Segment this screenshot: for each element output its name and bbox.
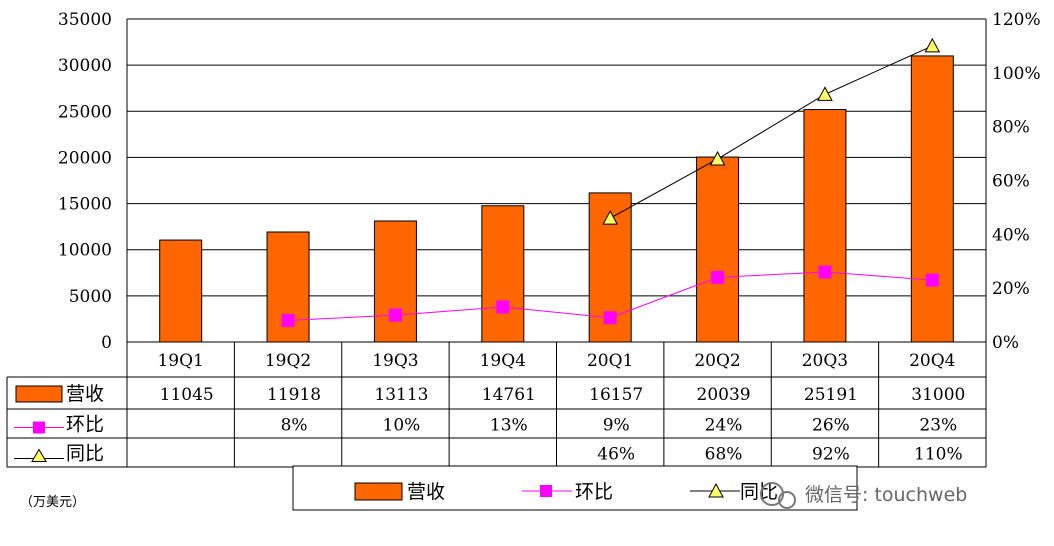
table-cell: 92% [812,445,850,465]
y-left-tick-label: 25000 [58,102,112,122]
table-cell: 13113 [374,385,428,405]
axes: 0 5000 10000 15000 20000 25000 30000 35000 0% 20%… [58,10,1041,353]
qoq-marker [818,265,832,279]
table-cell: 26% [812,416,850,436]
table-cell: 46% [597,445,635,465]
category-label: 19Q3 [372,351,418,371]
y-left-tick-label: 15000 [58,195,112,215]
table-cell: 10% [383,416,421,436]
category-label: 20Q4 [909,351,955,371]
revenue-bar [159,239,203,343]
yoy-marker [817,86,833,101]
legend: 营收 环比 同比 [292,465,858,511]
table-cell: 23% [919,416,957,436]
table-cell: 8% [281,416,308,436]
category-label: 20Q1 [587,351,633,371]
table-cell: 110% [914,445,963,465]
category-label: 20Q3 [802,351,848,371]
legend-yoy-label: 同比 [740,481,778,503]
table-cell: 68% [705,445,743,465]
revenue-row-key [15,385,63,403]
revenue-bar [481,205,525,343]
yoy-marker [602,210,619,225]
category-label: 19Q4 [480,351,526,371]
y-right-tick-label: 40% [992,225,1030,245]
revenue-bar [803,109,847,343]
legend-revenue-label: 营收 [407,481,445,503]
y-right-tick-label: 120% [992,10,1041,30]
watermark: 微信号: touchweb [760,482,967,509]
table-cell: 13% [490,416,528,436]
watermark-text: 微信号: touchweb [805,484,967,506]
revenue-bar [373,220,417,343]
table-cell: 11918 [267,385,321,405]
y-left-tick-label: 30000 [58,56,112,76]
revenue-bars [159,55,954,343]
wechat-icon-bubble [778,491,796,509]
legend-qoq-label: 环比 [575,481,613,503]
y-left-tick-label: 10000 [58,241,112,261]
legend-qoq-marker [540,485,552,497]
table-cell: 25191 [804,385,858,405]
table-cell: 24% [705,416,743,436]
category-label: 19Q2 [265,351,311,371]
category-label: 19Q1 [157,351,203,371]
qoq-marker [496,300,510,314]
yoy-marker [709,150,726,166]
gridlines [127,18,986,343]
legend-yoy-marker [708,482,724,498]
y-left-tick-label: 35000 [58,10,112,30]
y-left-tick-label: 5000 [69,287,112,307]
y-left-tick-label: 0 [101,333,112,353]
revenue-bar [910,55,954,343]
table-row-label: 环比 [66,414,104,436]
qoq-marker [711,270,725,284]
table-cell: 20039 [697,385,751,405]
y-left-tick-label: 20000 [58,148,112,168]
table-row-label: 同比 [66,443,104,465]
category-label: 20Q2 [694,351,740,371]
table-cell: 11045 [160,385,214,405]
qoq-row-key-marker [33,421,45,434]
qoq-marker [281,313,295,327]
qoq-marker [388,308,402,322]
unit-note: （万美元） [20,495,85,510]
qoq-marker [603,311,617,325]
table-cell: 31000 [911,385,965,405]
y-right-tick-label: 0% [992,333,1019,353]
y-right-tick-label: 20% [992,279,1030,299]
yoy-marker [924,37,941,53]
revenue-bar [696,156,740,343]
y-right-tick-label: 100% [992,64,1041,84]
data-table: 19Q1 19Q2 19Q3 19Q4 20Q1 20Q2 20Q3 20Q4 营收 11045 1… [6,341,987,468]
table-row-label: 营收 [66,383,104,405]
table-cell: 16157 [589,385,643,405]
growth-lines [281,37,941,327]
yoy-row-key-marker [31,448,47,462]
table-cell: 9% [603,416,630,436]
yoy-line [609,45,933,219]
qoq-marker [925,273,939,287]
y-right-tick-label: 80% [992,118,1030,138]
y-right-tick-label: 60% [992,172,1030,192]
legend-revenue-key [354,482,403,501]
table-cell: 14761 [482,385,536,405]
